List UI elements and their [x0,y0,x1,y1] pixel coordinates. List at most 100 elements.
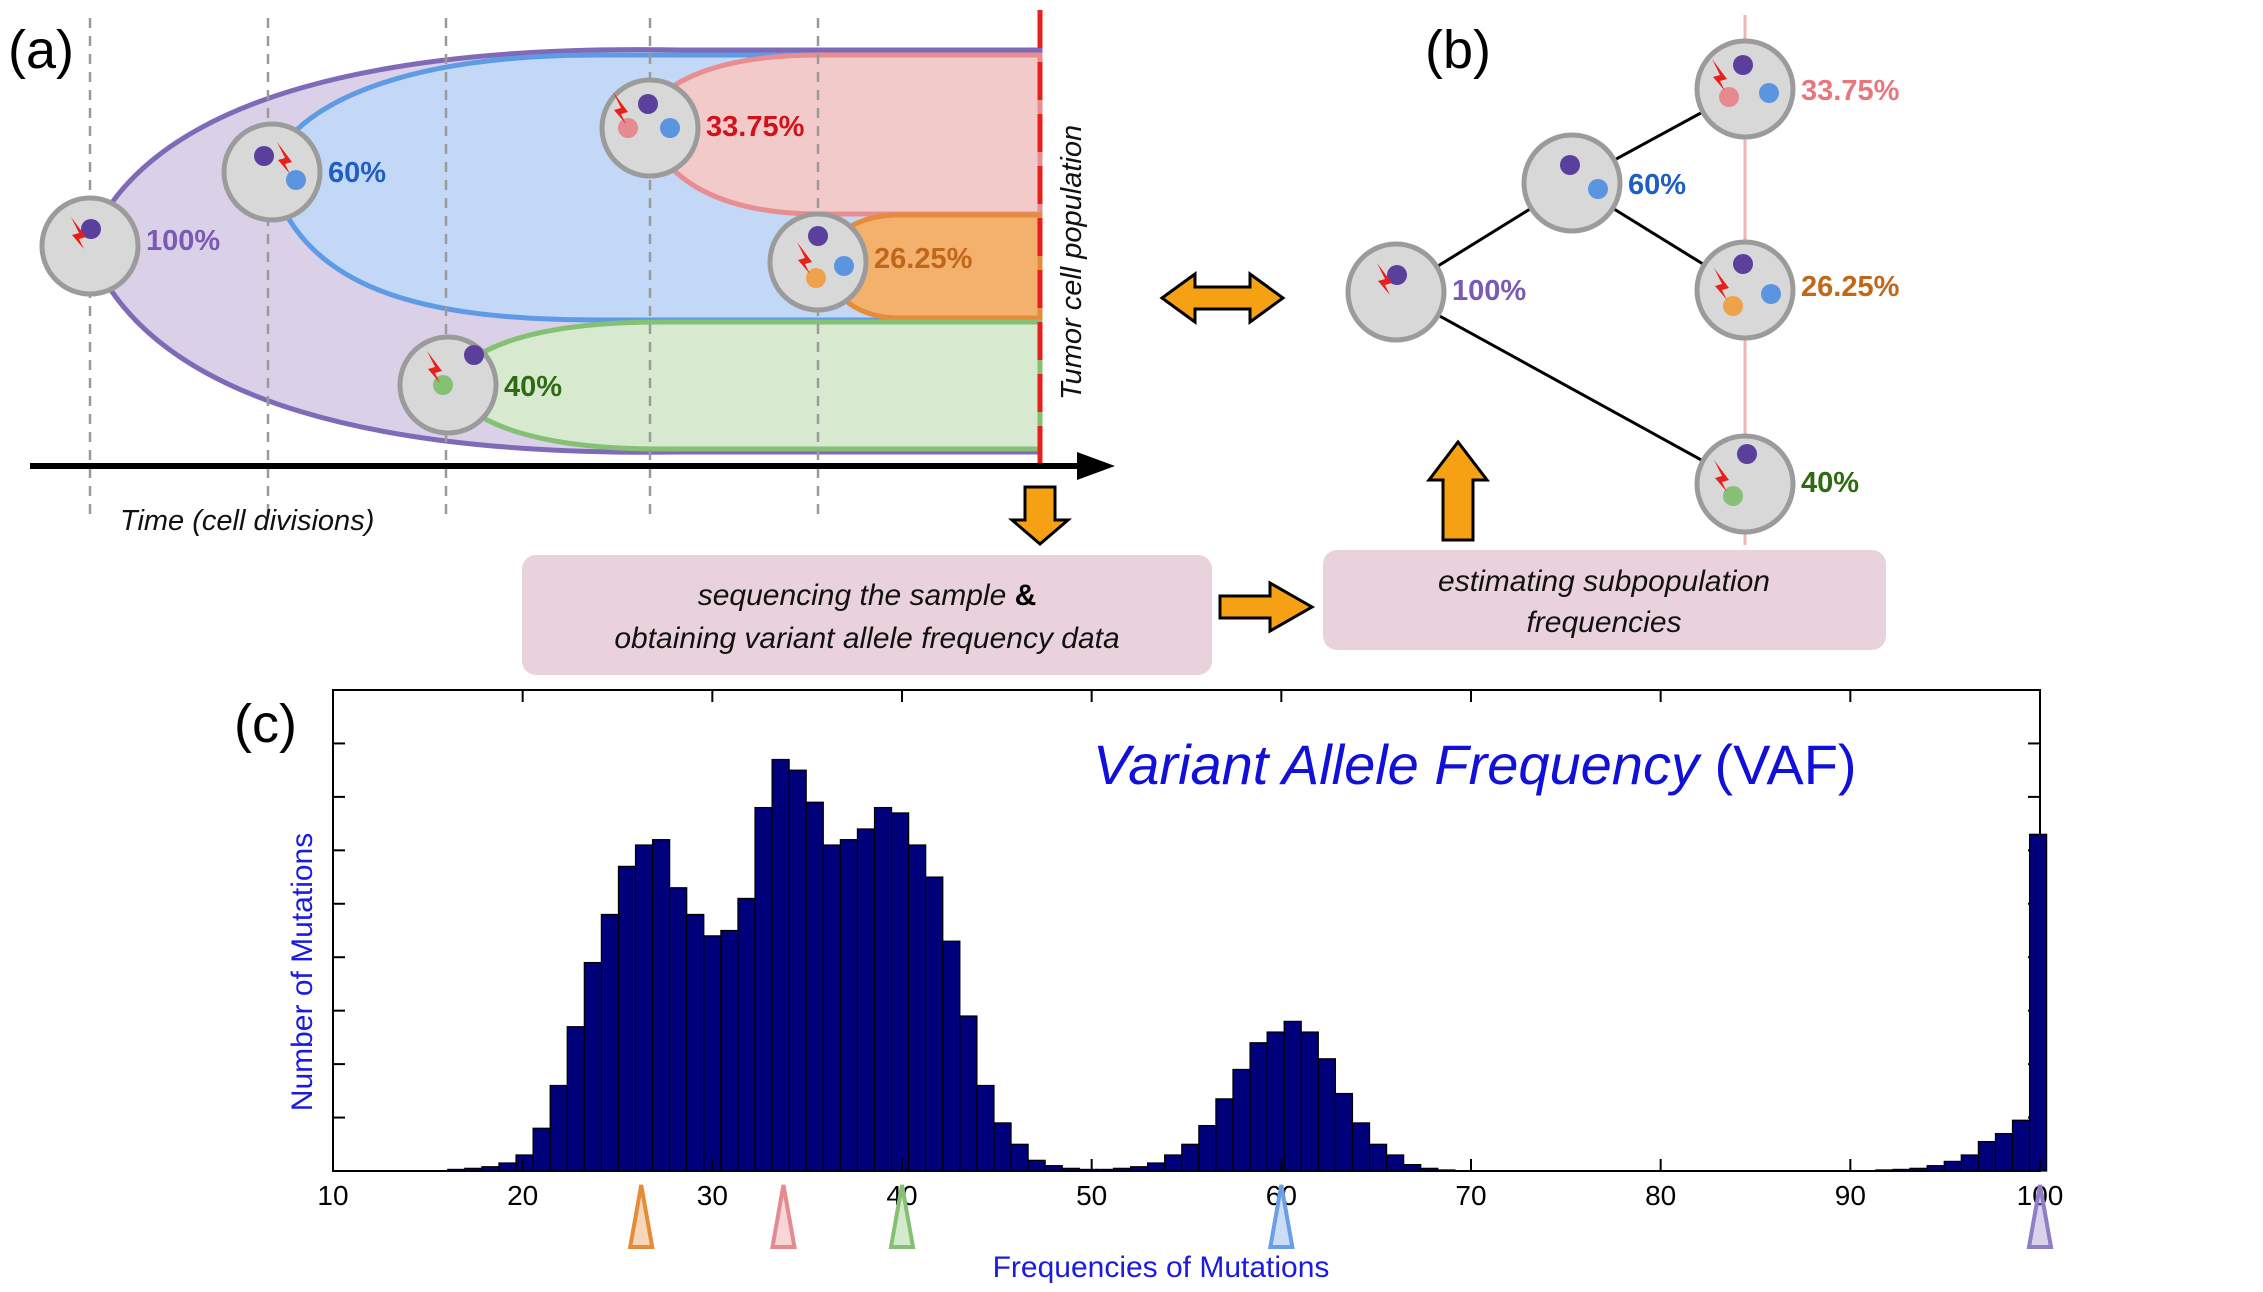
estimating-box-line1: estimating subpopulation [1438,565,1770,598]
pct-b-40: 40% [1801,467,1859,499]
histogram-bar [1027,1159,1046,1172]
histogram-bar [1215,1098,1234,1172]
histogram-bar [839,839,859,1172]
tree-node-40 [1697,436,1793,532]
frequency-marker [888,1184,916,1249]
histogram-bar [1317,1058,1336,1172]
chart-ylabel: Number of Mutations [286,833,319,1111]
frequency-marker [2026,1184,2054,1249]
sequencing-box [522,555,1212,675]
sequencing-box-line2: obtaining variant allele frequency data [614,622,1119,655]
histogram-bar [1061,1167,1080,1172]
histogram-bar [771,758,790,1172]
histogram-bar [1909,1167,1928,1172]
histogram-bar [1403,1163,1422,1172]
frequency-marker [627,1184,655,1249]
panel-c: (c) 10 20 30 40 50 60 70 80 90 100 Variant Allele… [234,689,2063,1284]
x-tick-label: 50 [1076,1180,1107,1211]
pct-a-2625: 26.25% [874,243,973,275]
tree-node-3375 [1697,41,1793,137]
histogram-bar [788,769,807,1172]
histogram-bar [634,844,654,1172]
histogram-bar [2011,1119,2031,1172]
pct-b-60: 60% [1628,169,1686,201]
pct-a-40: 40% [504,371,562,403]
cell-60-a [224,124,320,220]
histogram-bar [1044,1165,1063,1172]
histogram-bar [549,1084,568,1172]
pct-b-2625: 26.25% [1801,271,1900,303]
histogram-bar [1010,1143,1029,1172]
histogram-bar [1892,1168,1911,1172]
histogram-bar [1164,1154,1183,1172]
time-axis-arrowhead [1077,452,1115,480]
histogram-bar [993,1122,1012,1172]
panel-c-label: (c) [234,694,297,754]
histogram-bar [1283,1020,1302,1172]
panel-a-label: (a) [8,20,74,80]
histogram-bar [925,876,944,1172]
pct-a-60: 60% [328,157,386,189]
chart-xlabel: Frequencies of Mutations [993,1251,1330,1284]
histogram-bar [1129,1166,1149,1172]
cell-2625-a [770,214,866,310]
pct-b-3375: 33.75% [1801,75,1900,107]
chart-title: Variant Allele Frequency (VAF) [1093,733,1857,796]
histogram-bar [1300,1031,1319,1172]
histogram-bar [1334,1092,1354,1172]
tree-node-2625 [1697,242,1793,338]
x-tick-label: 90 [1835,1180,1866,1211]
x-tick-label: 80 [1645,1180,1676,1211]
histogram-bar [1926,1165,1945,1172]
histogram-bar [600,913,620,1172]
histogram-bar [583,961,602,1172]
histogram-bar [890,812,910,1172]
histogram-bar [737,897,756,1172]
pct-a-3375: 33.75% [706,111,805,143]
histogram-bar [651,839,671,1172]
histogram-bar [1147,1162,1166,1172]
histogram-bar [1351,1122,1371,1172]
x-tick-label: 10 [317,1180,348,1211]
x-tick-label: 70 [1455,1180,1486,1211]
histogram-bar [1368,1143,1388,1172]
histogram-bar [856,828,876,1172]
histogram-bar [1875,1169,1894,1172]
histogram-bar [1960,1154,1979,1172]
cell-40-a [400,337,496,433]
histogram-bar [720,929,739,1172]
histogram-bar [2028,833,2048,1172]
histogram-bar [481,1166,500,1172]
histogram-bar [942,940,961,1172]
histogram-bar [1437,1169,1456,1172]
panel-a: (a) Time (cell divisions) Tumor cell pop… [8,10,1115,537]
histogram-bar [1198,1124,1217,1172]
estimating-box [1323,550,1886,650]
panel-b-label: (b) [1425,20,1491,80]
pct-a-100: 100% [146,225,220,257]
histogram-bar [464,1167,483,1172]
time-axis-label: Time (cell divisions) [120,505,374,537]
histogram-bar [1266,1031,1285,1172]
histogram-bar [908,844,927,1172]
tree-node-100 [1348,244,1444,340]
tree-node-60 [1524,135,1620,231]
histogram-bar [617,865,637,1172]
cell-root-a [42,198,138,294]
histogram-bar [976,1084,995,1172]
pct-b-100: 100% [1452,275,1526,307]
population-label: Tumor cell population [1056,125,1088,400]
vaf-histogram: 10 20 30 40 50 60 70 80 90 100 [317,689,2063,1249]
histogram-bar [1249,1042,1268,1172]
time-gridlines [88,18,820,520]
histogram-bar [1943,1160,1962,1172]
histogram-bar [532,1127,551,1172]
histogram-bar [1112,1167,1132,1172]
estimating-box-line2: frequencies [1526,606,1681,639]
frequency-marker [1267,1184,1295,1249]
x-tick-label: 30 [697,1180,728,1211]
frequency-marker [770,1184,797,1249]
histogram-bar [669,887,688,1172]
sequencing-box-line1: sequencing the sample & [698,579,1037,612]
